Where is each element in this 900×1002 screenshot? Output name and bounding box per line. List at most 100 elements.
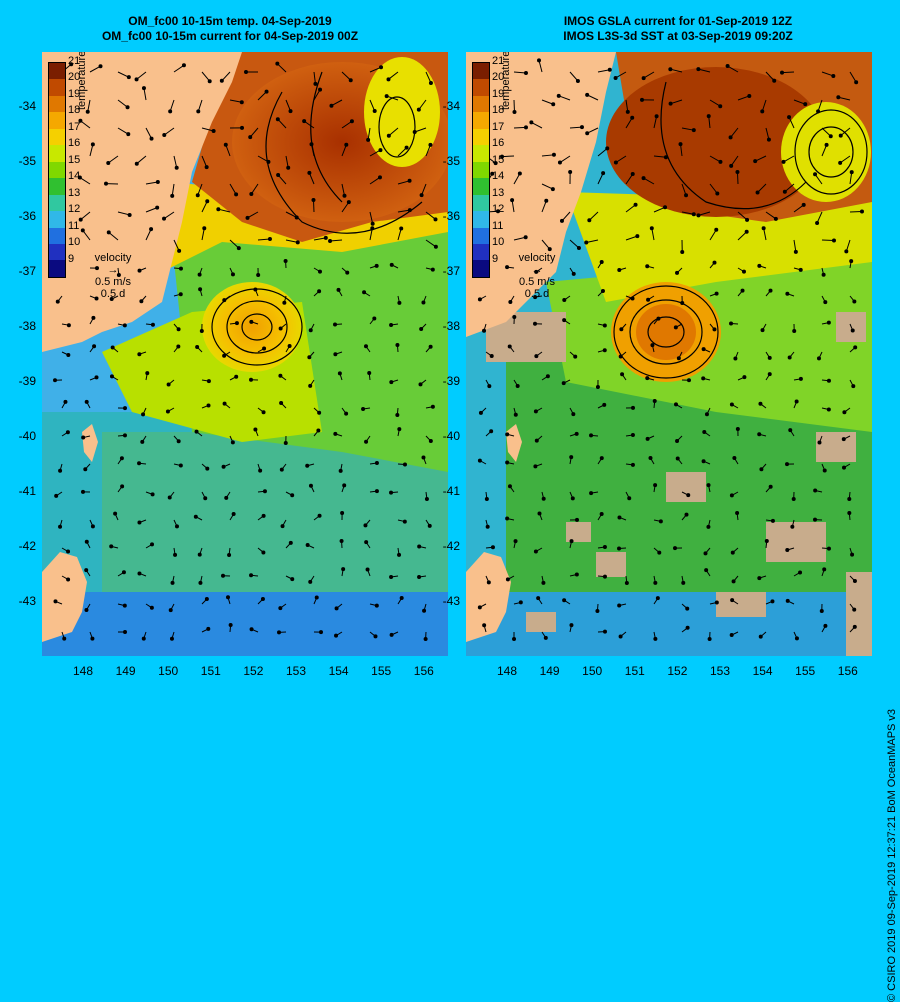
current-arrow-head xyxy=(839,161,842,164)
current-arrow-head xyxy=(761,329,764,332)
y-tick-label: -38 xyxy=(428,319,460,333)
left-colorbar xyxy=(48,62,66,278)
current-arrow-head xyxy=(206,200,209,203)
current-arrow-head xyxy=(169,110,172,113)
current-arrow-head xyxy=(626,110,629,113)
current-arrow-head xyxy=(686,626,689,629)
current-arrow-head xyxy=(596,385,599,388)
current-arrow-head xyxy=(641,98,644,101)
colorbar-segment xyxy=(473,244,489,260)
current-arrow-head xyxy=(123,407,126,410)
current-arrow-head xyxy=(647,298,650,301)
right-velocity-legend: velocity → 0.5 m/s 0.5 d xyxy=(502,252,572,300)
current-arrow-head xyxy=(822,273,825,276)
current-arrow-head xyxy=(92,316,95,319)
current-arrow-head xyxy=(123,631,126,634)
current-arrow-head xyxy=(642,177,645,180)
current-arrow-head xyxy=(754,160,757,163)
current-arrow-head xyxy=(128,213,131,216)
current-arrow-head xyxy=(513,110,516,113)
current-arrow-head xyxy=(254,428,257,431)
current-arrow-head xyxy=(653,400,656,403)
colorbar-tick-label: 18 xyxy=(68,105,80,116)
current-arrow-head xyxy=(306,464,309,467)
current-arrow-head xyxy=(575,573,578,576)
current-arrow-head xyxy=(508,345,511,348)
current-arrow-head xyxy=(614,76,617,79)
current-arrow-head xyxy=(387,134,390,137)
current-arrow-head xyxy=(418,545,421,548)
current-arrow-head xyxy=(734,357,737,360)
y-tick-label: -35 xyxy=(428,154,460,168)
current-arrow-head xyxy=(330,104,333,107)
current-arrow-head xyxy=(111,346,114,349)
current-arrow-head xyxy=(375,604,378,607)
current-arrow-head xyxy=(658,551,661,554)
colorbar-segment xyxy=(473,112,489,128)
current-arrow-head xyxy=(646,377,649,380)
current-arrow-head xyxy=(654,637,657,640)
current-arrow-head xyxy=(334,432,337,435)
right-colorbar xyxy=(472,62,490,278)
current-arrow-head xyxy=(730,164,733,167)
current-arrow-head xyxy=(205,166,208,169)
current-arrow-head xyxy=(685,194,688,197)
current-arrow-head xyxy=(390,575,393,578)
current-arrow-head xyxy=(697,214,700,217)
current-arrow-head xyxy=(142,637,145,640)
x-tick-label: 150 xyxy=(577,664,607,678)
current-arrow-head xyxy=(676,457,679,460)
current-arrow-head xyxy=(163,134,166,137)
current-arrow-head xyxy=(731,551,734,554)
current-arrow-head xyxy=(618,268,621,271)
current-arrow-head xyxy=(655,115,658,118)
current-arrow-head xyxy=(86,110,89,113)
current-arrow-head xyxy=(791,525,794,528)
current-arrow-head xyxy=(396,344,399,347)
current-arrow-head xyxy=(816,221,819,224)
current-arrow-head xyxy=(364,524,367,527)
current-arrow-head xyxy=(343,194,346,197)
current-arrow-head xyxy=(54,379,57,382)
current-arrow-head xyxy=(708,637,711,640)
current-arrow-head xyxy=(231,273,234,276)
current-arrow-head xyxy=(850,260,853,263)
current-arrow-head xyxy=(175,525,178,528)
current-arrow-head xyxy=(799,268,802,271)
current-arrow-head xyxy=(309,384,312,387)
x-tick-label: 151 xyxy=(196,664,226,678)
current-arrow-head xyxy=(342,568,345,571)
current-arrow-head xyxy=(519,601,522,604)
current-arrow-head xyxy=(400,227,403,230)
current-arrow-head xyxy=(631,116,634,119)
current-arrow-head xyxy=(250,628,253,631)
current-arrow-head xyxy=(390,323,393,326)
current-arrow-head xyxy=(373,110,376,113)
current-arrow-head xyxy=(138,353,141,356)
current-arrow-head xyxy=(121,485,124,488)
current-arrow-head xyxy=(135,162,138,165)
current-arrow-head xyxy=(339,469,342,472)
colorbar-segment xyxy=(473,178,489,194)
current-arrow-head xyxy=(82,490,85,493)
current-arrow-head xyxy=(534,410,537,413)
current-arrow-head xyxy=(853,608,856,611)
current-arrow-head xyxy=(150,228,153,231)
current-arrow-head xyxy=(569,171,572,174)
current-arrow-head xyxy=(198,553,201,556)
current-arrow-head xyxy=(823,568,826,571)
current-arrow-head xyxy=(81,229,84,232)
current-arrow-head xyxy=(516,384,519,387)
current-arrow-head xyxy=(110,375,113,378)
current-arrow-head xyxy=(824,624,827,627)
current-arrow-head xyxy=(687,379,690,382)
current-arrow-head xyxy=(827,408,830,411)
current-arrow-head xyxy=(551,188,554,191)
current-arrow-head xyxy=(151,493,154,496)
current-arrow-head xyxy=(279,374,282,377)
velocity-arrow-icon: → xyxy=(502,264,572,276)
current-arrow-head xyxy=(575,432,578,435)
x-tick-label: 156 xyxy=(833,664,863,678)
colorbar-tick-label: 17 xyxy=(492,122,504,133)
current-arrow-head xyxy=(345,143,348,146)
